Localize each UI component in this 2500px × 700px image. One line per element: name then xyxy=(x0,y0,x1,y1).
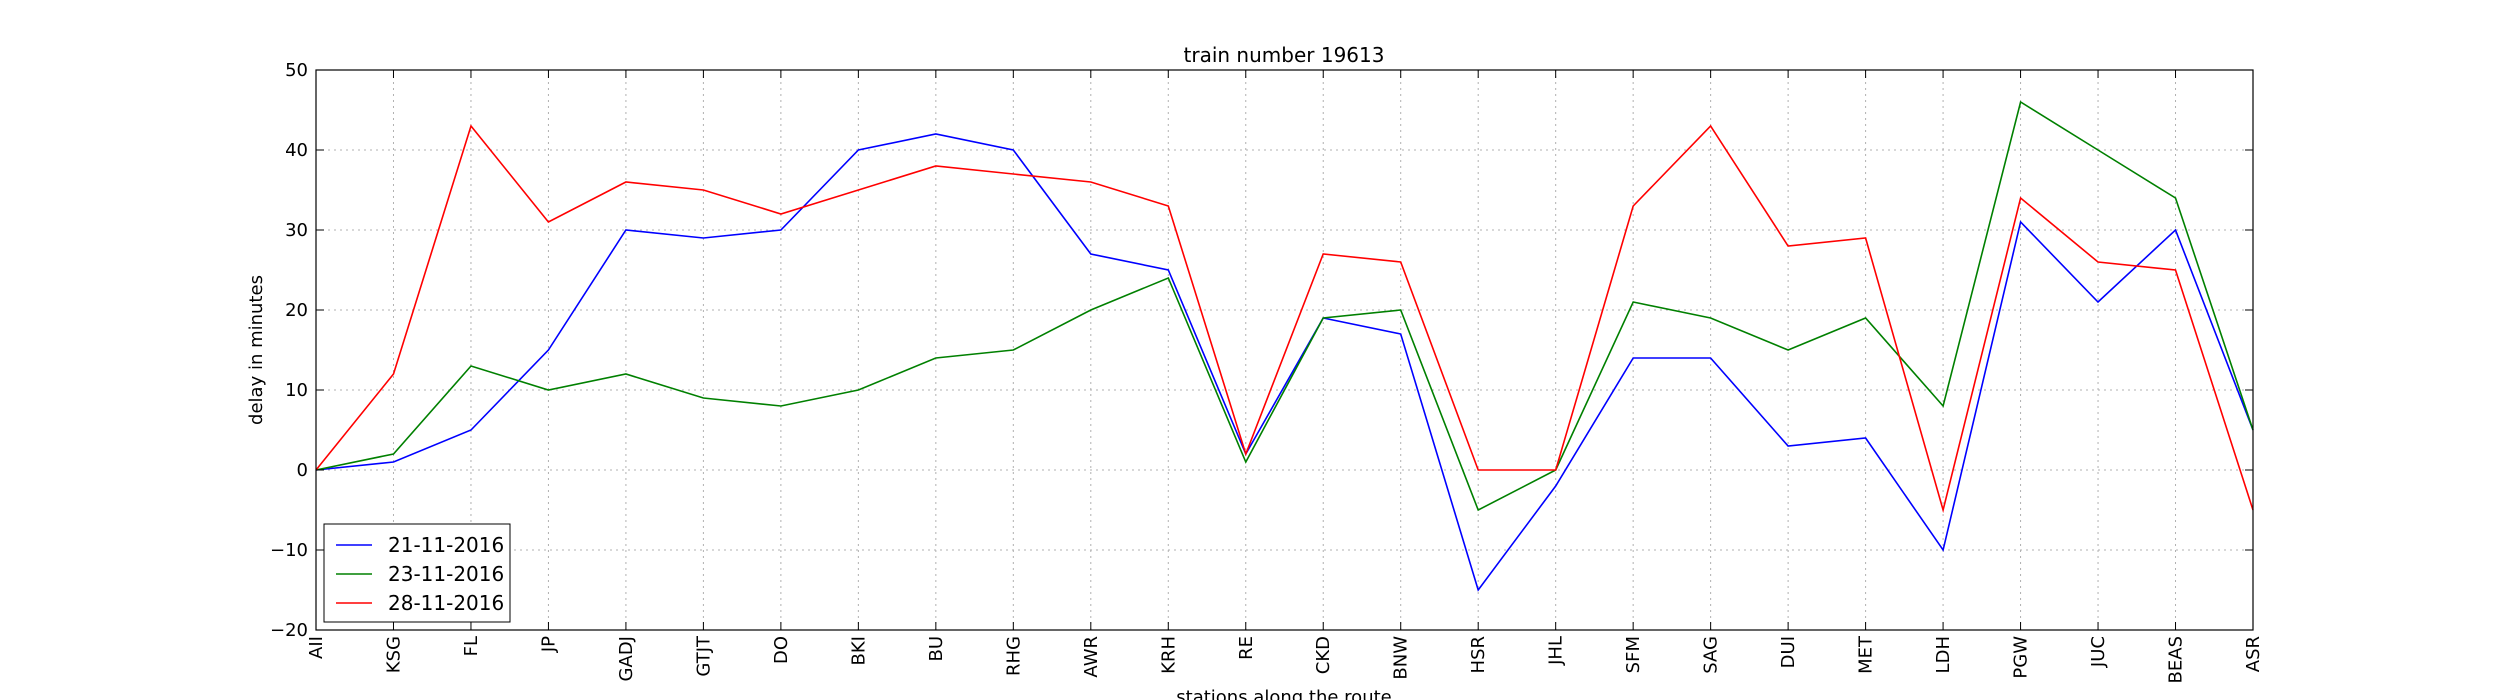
y-tick-label: 10 xyxy=(285,380,308,401)
x-tick-label: FL xyxy=(461,636,482,656)
x-tick-label: JP xyxy=(538,636,559,653)
x-tick-label: DO xyxy=(771,636,792,664)
x-tick-label: RHG xyxy=(1003,636,1024,676)
x-tick-label: KRH xyxy=(1158,636,1179,674)
x-tick-label: SFM xyxy=(1623,636,1644,673)
x-tick-label: MET xyxy=(1856,635,1877,674)
x-tick-label: JHL xyxy=(1546,636,1567,666)
y-tick-label: −20 xyxy=(270,620,308,641)
x-tick-label: BNW xyxy=(1391,636,1412,680)
x-tick-label: ASR xyxy=(2243,636,2264,672)
x-tick-label: LDH xyxy=(1933,636,1954,673)
x-tick-label: DUI xyxy=(1778,636,1799,668)
x-tick-label: PGW xyxy=(2011,636,2032,679)
x-tick-label: GADJ xyxy=(616,636,637,681)
y-tick-label: 50 xyxy=(285,60,308,81)
x-tick-label: CKD xyxy=(1313,636,1334,674)
x-tick-label: BEAS xyxy=(2166,636,2187,683)
y-axis-ticks: −20 −10 0 10 20 30 40 50 xyxy=(270,60,2253,641)
series-lines xyxy=(315,100,2254,592)
y-tick-label: 30 xyxy=(285,220,308,241)
legend-label: 23-11-2016 xyxy=(388,562,504,586)
legend: 21-11-2016 23-11-2016 28-11-2016 xyxy=(323,523,511,623)
chart-title: train number 19613 xyxy=(1184,43,1385,67)
x-tick-label: RE xyxy=(1236,636,1257,660)
legend-label: 21-11-2016 xyxy=(388,533,504,557)
x-tick-label: SAG xyxy=(1701,636,1722,674)
x-axis-title: stations along the route xyxy=(1176,687,1391,700)
x-tick-label: AWR xyxy=(1081,636,1102,678)
x-tick-label: JUC xyxy=(2088,636,2109,668)
x-tick-label: HSR xyxy=(1468,636,1489,673)
y-tick-label: 20 xyxy=(285,300,308,321)
x-tick-label: AII xyxy=(306,636,327,659)
y-tick-label: 40 xyxy=(285,140,308,161)
series-line-3 xyxy=(315,124,2254,514)
y-tick-label: 0 xyxy=(297,460,308,481)
grid xyxy=(315,69,2254,631)
plot-area-frame xyxy=(315,69,2254,631)
y-tick-label: −10 xyxy=(270,540,308,561)
x-tick-label: KSG xyxy=(383,636,404,673)
legend-box xyxy=(323,523,511,623)
x-tick-label: BKI xyxy=(848,636,869,665)
y-axis-title: delay in minutes xyxy=(246,275,267,425)
x-tick-label: BU xyxy=(926,636,947,662)
series-line-1 xyxy=(315,133,2254,592)
x-tick-label: GTJT xyxy=(693,635,714,677)
series-line-2 xyxy=(315,100,2254,512)
legend-label: 28-11-2016 xyxy=(388,591,504,615)
x-axis-ticks: AII KSG FL JP GADJ GTJT DO BKI BU RHG AWR KRH RE CKD B… xyxy=(306,70,2264,683)
